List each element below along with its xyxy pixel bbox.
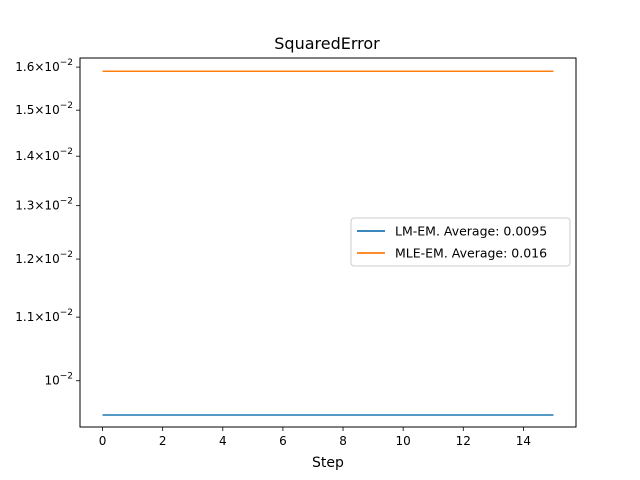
- y-tick-label: 10−2: [44, 372, 73, 388]
- x-axis: 0 2 4 6 8 10 12 14: [99, 427, 531, 448]
- y-tick-label: 1.5×10−2: [15, 101, 73, 117]
- x-tick-label: 8: [339, 434, 347, 448]
- y-tick-label: 1.1×10−2: [15, 308, 73, 324]
- legend-label: MLE-EM. Average: 0.016: [395, 246, 547, 261]
- y-axis: 10−2 1.1×10−2 1.2×10−2 1.3×10−2 1.4×10−2 1.5×…: [15, 58, 80, 388]
- x-tick-label: 2: [159, 434, 167, 448]
- y-tick-label: 1.4×10−2: [15, 147, 73, 163]
- x-tick-label: 12: [456, 434, 471, 448]
- y-tick-label: 1.6×10−2: [15, 58, 73, 74]
- plot-series: [102, 70, 554, 416]
- legend-label: LM-EM. Average: 0.0095: [395, 224, 547, 239]
- x-tick-label: 10: [396, 434, 411, 448]
- x-tick-label: 6: [279, 434, 287, 448]
- x-axis-label: Step: [312, 455, 344, 471]
- x-tick-label: 14: [516, 434, 531, 448]
- legend-box: [350, 217, 571, 267]
- x-tick-label: 0: [99, 434, 107, 448]
- chart-title: SquaredError: [274, 34, 380, 53]
- plot-frame: [79, 57, 577, 428]
- x-tick-label: 4: [219, 434, 227, 448]
- y-tick-label: 1.3×10−2: [15, 197, 73, 213]
- legend: LM-EM. Average: 0.0095 MLE-EM. Average: 0…: [350, 217, 571, 267]
- y-tick-label: 1.2×10−2: [15, 250, 73, 266]
